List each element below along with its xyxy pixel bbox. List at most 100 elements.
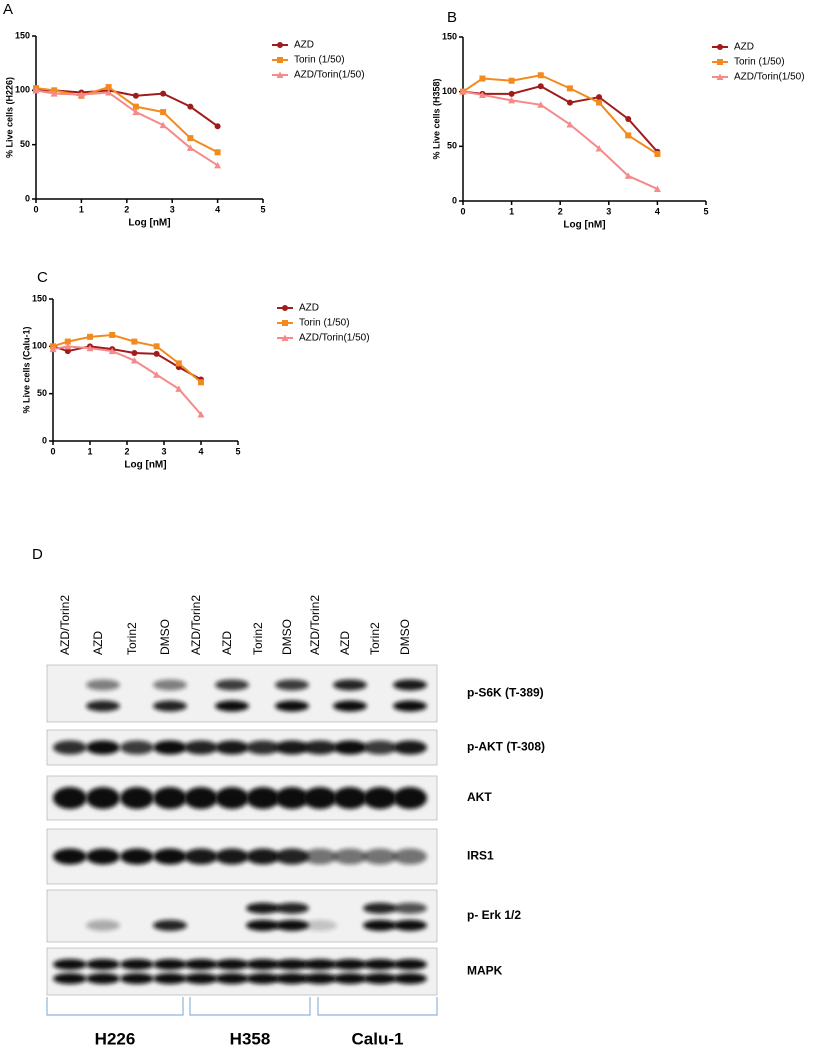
x-tick-label: 0 [33, 204, 38, 214]
legend-label: AZD [294, 40, 314, 51]
blot-band [153, 848, 187, 865]
marker [160, 109, 167, 116]
blot-band [184, 958, 218, 970]
x-tick-label: 3 [606, 206, 611, 216]
blot-band [184, 787, 218, 809]
lane-label: AZD [338, 631, 352, 655]
series-line [462, 85, 659, 153]
blot-band [393, 973, 427, 985]
blot-band [275, 700, 309, 712]
lane-label: AZD/Torin2 [58, 595, 72, 655]
y-tick-label: 0 [25, 193, 30, 203]
blot-band [275, 958, 309, 970]
blot-band [246, 902, 280, 914]
blot-band [303, 848, 337, 865]
marker [214, 161, 222, 169]
y-tick-label: 50 [447, 141, 457, 151]
marker [77, 91, 85, 98]
marker [654, 150, 661, 157]
blot-band [215, 958, 249, 970]
blot-band [86, 973, 120, 985]
legend-label: AZD [734, 42, 754, 53]
marker [624, 172, 632, 179]
x-tick-label: 2 [124, 446, 129, 456]
blot-band [393, 740, 427, 755]
marker [508, 90, 515, 97]
marker [478, 91, 486, 98]
y-tick-label: 150 [442, 31, 457, 41]
group-label: H226 [95, 1029, 136, 1048]
blot-band [303, 919, 337, 931]
x-tick-label: 4 [198, 446, 203, 456]
blot-band [120, 787, 154, 809]
legend-label: Torin (1/50) [294, 55, 345, 66]
marker [625, 132, 632, 139]
blot-band [53, 958, 87, 970]
blot-band [153, 919, 187, 931]
blot-band [246, 919, 280, 931]
blot-band [333, 848, 367, 865]
blot-band [120, 958, 154, 970]
marker [160, 90, 167, 97]
blot-band [393, 787, 427, 809]
blot-band [333, 958, 367, 970]
legend-label: AZD/Torin(1/50) [734, 72, 805, 83]
blot-band [246, 848, 280, 865]
y-axis-label: % Live cells (Calu-1) [21, 326, 31, 413]
row-label: p-AKT (T-308) [467, 740, 545, 754]
lane-label: AZD [220, 631, 234, 655]
series-line [52, 345, 202, 416]
group-bracket [46, 997, 184, 1016]
x-tick-label: 5 [260, 204, 265, 214]
legend-marker [276, 71, 284, 78]
blot-band [215, 787, 249, 809]
y-tick-label: 100 [442, 86, 457, 96]
lane-label: Torin2 [368, 622, 382, 655]
blot-band [86, 848, 120, 865]
blot-band [275, 740, 309, 755]
blot-band [215, 848, 249, 865]
marker [508, 77, 515, 84]
y-axis-label: % Live cells (H358) [431, 78, 441, 159]
marker [105, 84, 112, 91]
marker [566, 120, 574, 128]
marker [153, 371, 161, 378]
lane-label: DMSO [280, 619, 294, 655]
blot-band [153, 958, 187, 970]
lane-label: Torin2 [125, 622, 139, 655]
blot-band [275, 848, 309, 865]
x-tick-label: 0 [50, 446, 55, 456]
marker [566, 85, 573, 92]
blot-band [153, 787, 187, 809]
marker [596, 94, 603, 101]
x-tick-label: 5 [703, 206, 708, 216]
lane-label: AZD [91, 631, 105, 655]
blot-band [393, 700, 427, 712]
marker [625, 116, 632, 122]
marker [175, 385, 183, 392]
marker [49, 345, 57, 353]
blot-band [215, 700, 249, 712]
blot-band [303, 973, 337, 985]
legend-marker [277, 57, 283, 63]
y-tick-label: 100 [32, 341, 47, 351]
marker [131, 349, 138, 356]
y-tick-label: 50 [37, 388, 47, 398]
x-tick-label: 5 [235, 446, 240, 456]
series-line [462, 74, 658, 155]
blot-band [215, 973, 249, 985]
marker [537, 101, 545, 108]
blot-band [153, 973, 187, 985]
blot-band [86, 919, 120, 931]
marker [130, 357, 138, 364]
marker [479, 75, 486, 82]
x-axis-label: Log [nM] [563, 220, 605, 231]
legend-label: Torin (1/50) [734, 57, 785, 68]
blot-band [333, 679, 367, 691]
blot-band [275, 902, 309, 914]
x-tick-label: 4 [215, 204, 220, 214]
y-tick-label: 100 [15, 85, 30, 95]
blot-band [275, 679, 309, 691]
series-line [35, 85, 219, 154]
